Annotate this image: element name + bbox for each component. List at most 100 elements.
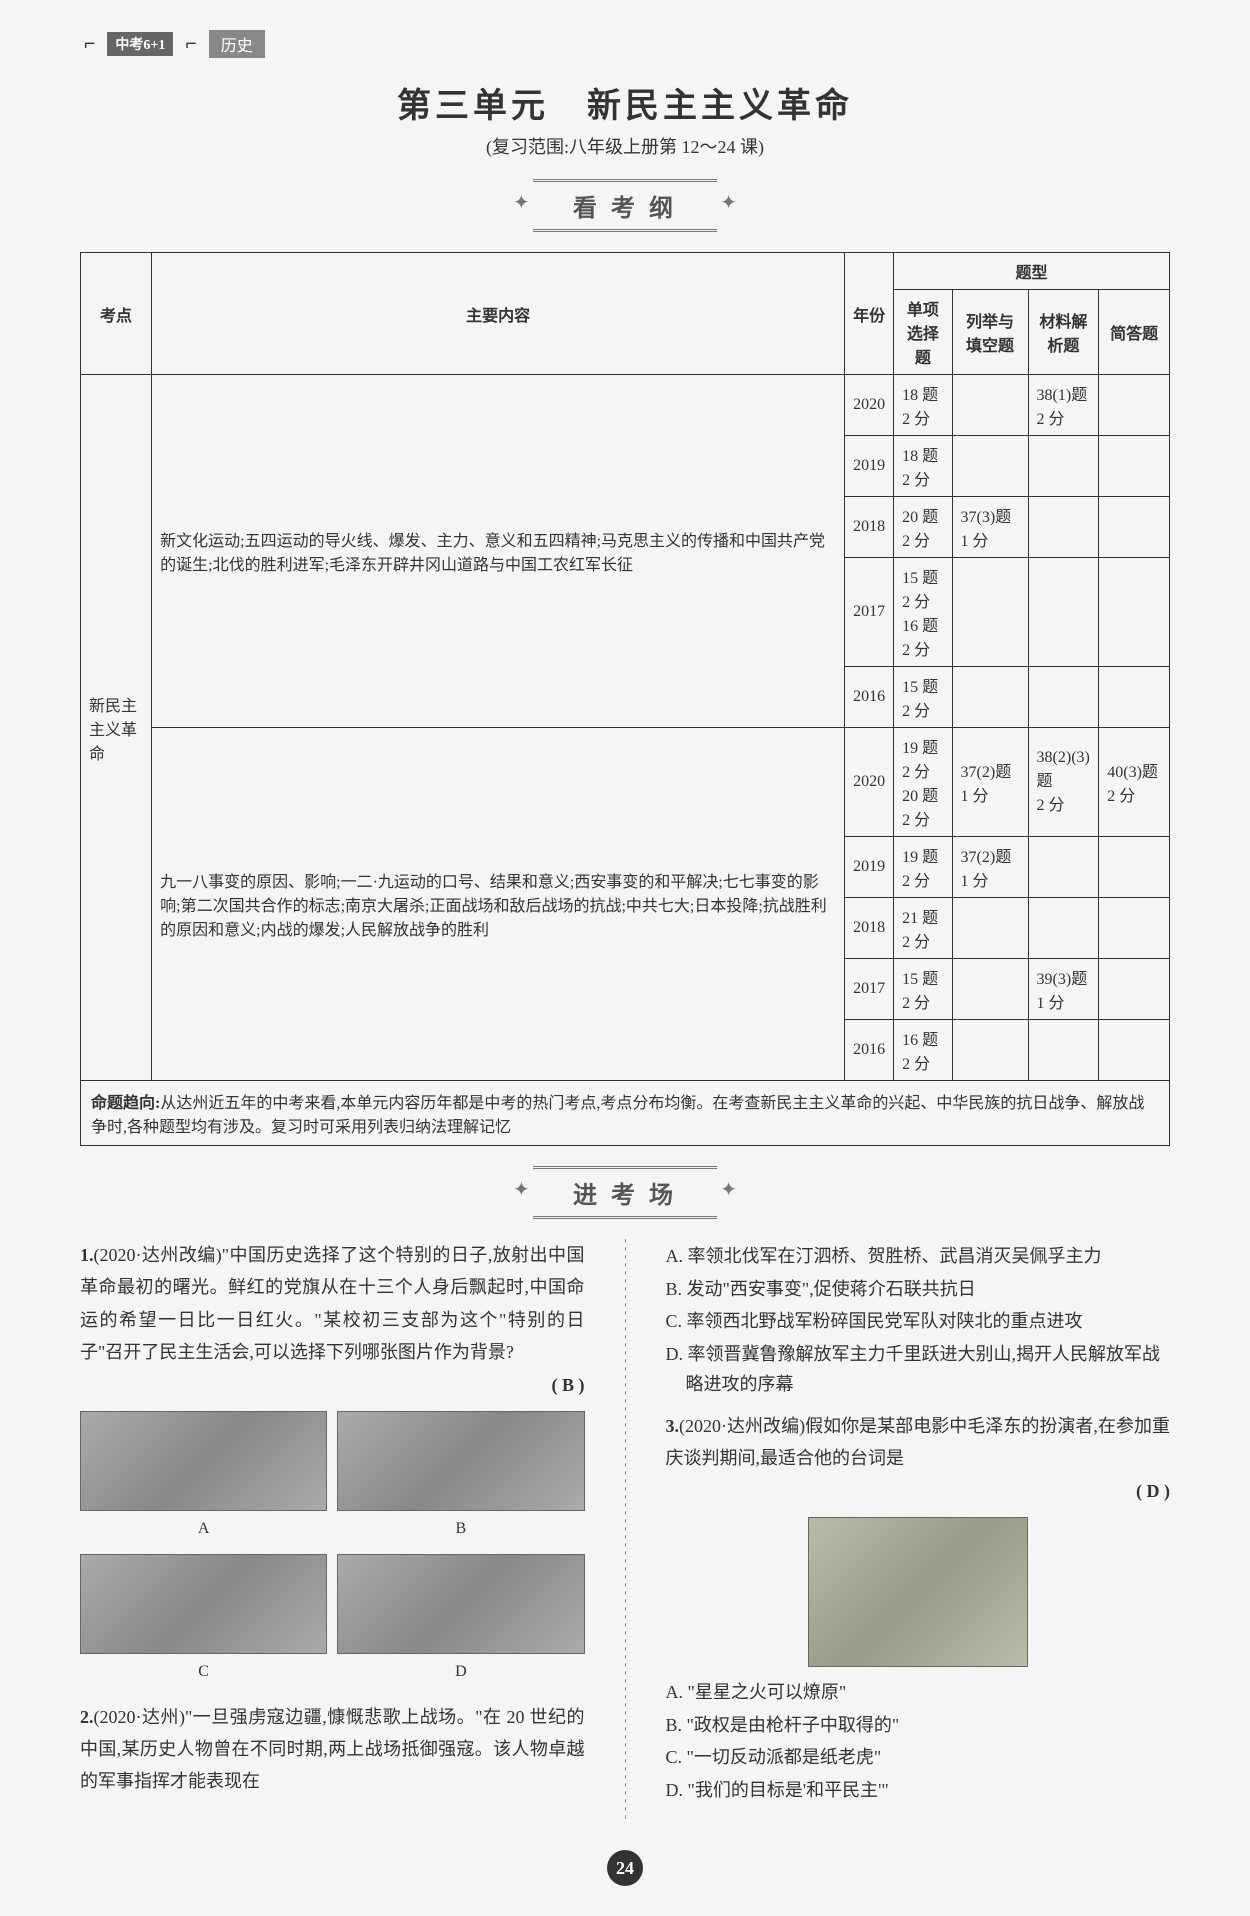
q2-num: 2. [80, 1707, 94, 1727]
q2-option-a: A. 率领北伐军在汀泗桥、贺胜桥、武昌消灭吴佩孚主力 [666, 1241, 1171, 1272]
table-cell: 19 题 2 分20 题 2 分 [894, 728, 952, 837]
q1-answer: ( B ) [80, 1369, 585, 1401]
table-cell: 2017 [845, 959, 894, 1020]
table-row: 九一八事变的原因、影响;一二·九运动的口号、结果和意义;西安事变的和平解决;七七… [81, 728, 1170, 837]
star-icon: ✦ [513, 1177, 530, 1202]
star-icon: ✦ [720, 190, 737, 215]
table-cell [952, 898, 1028, 959]
q3-option-a: A. "星星之火可以燎原" [666, 1677, 1171, 1708]
table-cell [952, 1020, 1028, 1081]
header-logo: ⌐ 中考6+1 ⌐ 历史 [80, 30, 1170, 58]
subject-tag: 历史 [209, 30, 265, 58]
table-cell [1099, 898, 1170, 959]
q3-option-c: C. "一切反动派都是纸老虎" [666, 1742, 1171, 1773]
q1-image-d: D [337, 1554, 584, 1687]
table-cell: 2016 [845, 1020, 894, 1081]
table-cell: 37(2)题 1 分 [952, 728, 1028, 837]
th-year: 年份 [845, 253, 894, 375]
table-cell: 37(2)题 1 分 [952, 837, 1028, 898]
table-cell [1099, 667, 1170, 728]
question-2: 2.(2020·达州)"一旦强虏寇边疆,慷慨悲歌上战场。"在 20 世纪的中国,… [80, 1701, 585, 1798]
table-cell [1028, 1020, 1099, 1081]
table-cell [1028, 436, 1099, 497]
q2-option-c: C. 率领西北野战军粉碎国民党军队对陕北的重点进攻 [666, 1306, 1171, 1337]
table-cell: 2018 [845, 497, 894, 558]
table-cell [952, 436, 1028, 497]
q1-image-a: A [80, 1411, 327, 1544]
th-short: 简答题 [1099, 290, 1170, 375]
question-right-col: A. 率领北伐军在汀泗桥、贺胜桥、武昌消灭吴佩孚主力 B. 发动"西安事变",促… [666, 1239, 1171, 1820]
star-icon: ✦ [720, 1177, 737, 1202]
page-number-wrap: 24 [80, 1850, 1170, 1886]
th-point: 考点 [81, 253, 152, 375]
table-cell: 38(2)(3)题2 分 [1028, 728, 1099, 837]
image-placeholder [80, 1411, 327, 1511]
table-cell: 2020 [845, 728, 894, 837]
image-placeholder [80, 1554, 327, 1654]
q1-label-a: A [80, 1515, 327, 1544]
table-cell: 18 题 2 分 [894, 436, 952, 497]
q1-source: (2020·达州改编) [94, 1245, 222, 1265]
table-cell: 2019 [845, 837, 894, 898]
table-cell: 19 题 2 分 [894, 837, 952, 898]
table-cell: 15 题 2 分16 题 2 分 [894, 558, 952, 667]
table-cell [1028, 898, 1099, 959]
table-cell: 15 题 2 分 [894, 959, 952, 1020]
table-cell: 37(3)题 1 分 [952, 497, 1028, 558]
table-cell [1099, 436, 1170, 497]
q3-option-d: D. "我们的目标是'和平民主'" [666, 1775, 1171, 1806]
table-row: 新民主主义革命新文化运动;五四运动的导火线、爆发、主力、意义和五四精神;马克思主… [81, 375, 1170, 436]
syllabus-banner: ✦ 看 考 纲 ✦ [80, 179, 1170, 232]
exam-banner: ✦ 进 考 场 ✦ [80, 1166, 1170, 1219]
q2-option-b: B. 发动"西安事变",促使蒋介石联共抗日 [666, 1274, 1171, 1305]
unit-title: 第三单元 新民主主义革命 [80, 78, 1170, 127]
table-cell: 2016 [845, 667, 894, 728]
th-type-group: 题型 [894, 253, 1170, 290]
star-icon: ✦ [513, 190, 530, 215]
table-cell [1099, 837, 1170, 898]
table-cell: 20 题 2 分 [894, 497, 952, 558]
table-cell: 2018 [845, 898, 894, 959]
q1-label-d: D [337, 1658, 584, 1687]
q1-label-c: C [80, 1658, 327, 1687]
question-1: 1.(2020·达州改编)"中国历史选择了这个特别的日子,放射出中国革命最初的曙… [80, 1239, 585, 1687]
q3-answer: ( D ) [666, 1475, 1171, 1507]
table-cell [1099, 497, 1170, 558]
column-divider [625, 1239, 626, 1820]
table-cell: 2019 [845, 436, 894, 497]
table-cell [1099, 558, 1170, 667]
q1-image-c: C [80, 1554, 327, 1687]
trend-cell: 命题趋向:从达州近五年的中考来看,本单元内容历年都是中考的热门考点,考点分布均衡… [81, 1081, 1170, 1146]
th-material: 材料解析题 [1028, 290, 1099, 375]
trend-label: 命题趋向: [91, 1095, 160, 1112]
logo-text: 中考6+1 [107, 32, 173, 56]
table-cell: 38(1)题 2 分 [1028, 375, 1099, 436]
table-cell: 2020 [845, 375, 894, 436]
q3-num: 3. [666, 1416, 680, 1436]
q1-image-grid: A B C D [80, 1411, 585, 1687]
table-cell [1028, 558, 1099, 667]
syllabus-banner-text: 看 考 纲 [573, 196, 677, 222]
table-cell: 21 题 2 分 [894, 898, 952, 959]
page-number: 24 [607, 1850, 643, 1886]
logo-bracket-left: ⌐ [84, 33, 95, 56]
table-cell [1099, 1020, 1170, 1081]
question-3: 3.(2020·达州改编)假如你是某部电影中毛泽东的扮演者,在参加重庆谈判期间,… [666, 1410, 1171, 1806]
table-cell [1099, 959, 1170, 1020]
table-cell: 39(3)题 1 分 [1028, 959, 1099, 1020]
trend-row: 命题趋向:从达州近五年的中考来看,本单元内容历年都是中考的热门考点,考点分布均衡… [81, 1081, 1170, 1146]
table-cell: 2017 [845, 558, 894, 667]
table-cell [952, 375, 1028, 436]
q2-source: (2020·达州) [94, 1707, 185, 1727]
table-cell: 18 题 2 分 [894, 375, 952, 436]
trend-text: 从达州近五年的中考来看,本单元内容历年都是中考的热门考点,考点分布均衡。在考查新… [91, 1095, 1144, 1136]
table-cell: 40(3)题 2 分 [1099, 728, 1170, 837]
table-cell [1028, 497, 1099, 558]
table-cell [1028, 667, 1099, 728]
q1-image-b: B [337, 1411, 584, 1544]
q3-option-b: B. "政权是由枪杆子中取得的" [666, 1710, 1171, 1741]
question-left-col: 1.(2020·达州改编)"中国历史选择了这个特别的日子,放射出中国革命最初的曙… [80, 1239, 585, 1820]
image-placeholder [337, 1554, 584, 1654]
q2-option-d: D. 率领晋冀鲁豫解放军主力千里跃进大别山,揭开人民解放军战略进攻的序幕 [666, 1339, 1171, 1400]
th-mc: 单项选择题 [894, 290, 952, 375]
